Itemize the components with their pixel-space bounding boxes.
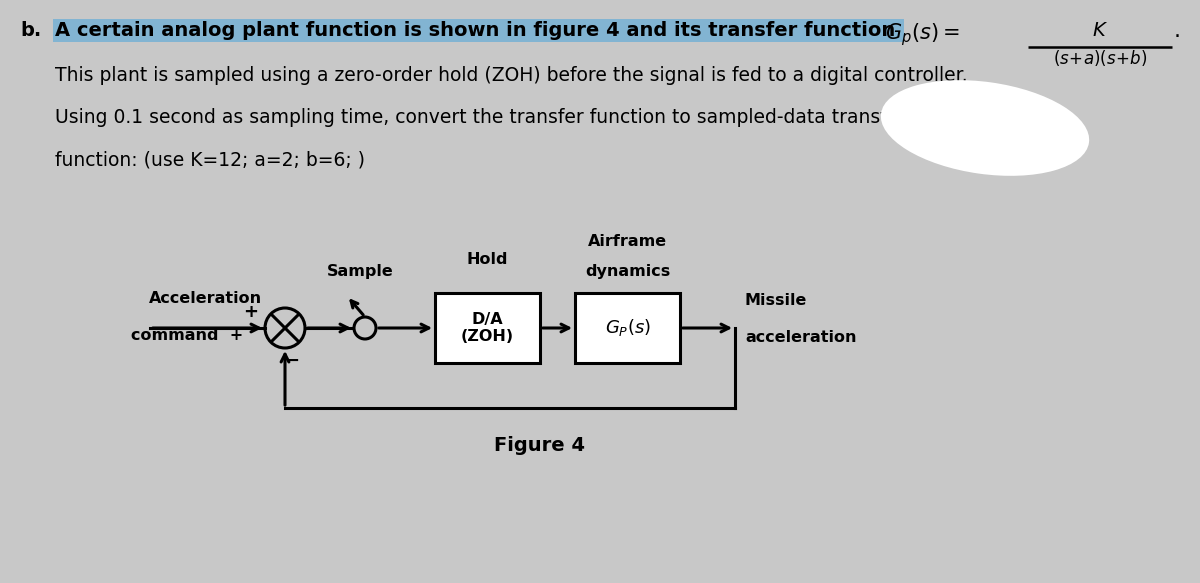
Text: Acceleration: Acceleration (149, 291, 262, 306)
Ellipse shape (881, 80, 1090, 176)
Text: $(s\!+\!a)(s\!+\!b)$: $(s\!+\!a)(s\!+\!b)$ (1052, 48, 1147, 68)
Text: dynamics: dynamics (584, 264, 670, 279)
Text: function: (use K=12; a=2; b=6; ): function: (use K=12; a=2; b=6; ) (55, 150, 365, 169)
Text: Missile: Missile (745, 293, 808, 308)
Text: Figure 4: Figure 4 (494, 436, 586, 455)
Bar (434, 293, 540, 363)
Text: −: − (284, 352, 300, 370)
Text: $G_p(s) =$: $G_p(s) =$ (886, 21, 960, 48)
Text: command  +: command + (131, 328, 244, 343)
Text: b.: b. (20, 21, 41, 40)
Circle shape (354, 317, 376, 339)
Text: .: . (1174, 21, 1181, 41)
Text: Hold: Hold (467, 252, 509, 267)
Text: acceleration: acceleration (745, 330, 857, 345)
Text: This plant is sampled using a zero-order hold (ZOH) before the signal is fed to : This plant is sampled using a zero-order… (55, 66, 967, 85)
Text: Using 0.1 second as sampling time, convert the transfer function to sampled-data: Using 0.1 second as sampling time, conve… (55, 108, 906, 127)
Text: Sample: Sample (326, 264, 394, 279)
Text: Airframe: Airframe (588, 234, 667, 249)
Text: D/A
(ZOH): D/A (ZOH) (461, 312, 514, 344)
Text: +: + (244, 303, 258, 321)
Bar (575, 293, 680, 363)
Text: A certain analog plant function is shown in figure 4 and its transfer function: A certain analog plant function is shown… (55, 21, 902, 40)
Text: $G_P(s)$: $G_P(s)$ (605, 318, 650, 339)
Text: $K$: $K$ (1092, 21, 1108, 40)
